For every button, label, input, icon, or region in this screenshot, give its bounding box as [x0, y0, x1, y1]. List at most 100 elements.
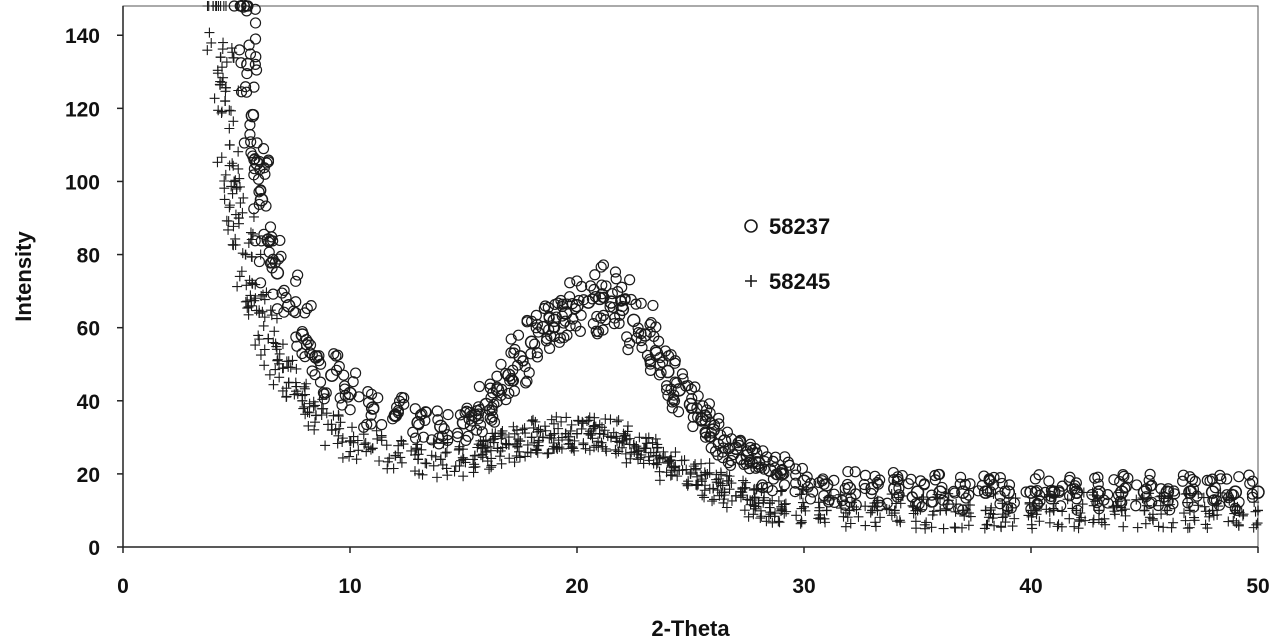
data-point-58245: [420, 458, 431, 469]
data-point-58237: [573, 294, 585, 307]
data-point-58237: [697, 400, 709, 412]
data-point-58245: [588, 421, 599, 432]
data-point-58237: [365, 409, 377, 421]
data-point-58245: [851, 504, 862, 515]
data-point-58237: [1177, 469, 1190, 481]
data-point-58245: [381, 440, 392, 451]
data-point-58245: [943, 488, 954, 499]
data-point-58245: [376, 432, 387, 443]
data-point-58237: [484, 412, 496, 424]
data-point-58245: [580, 443, 591, 454]
data-point-58245: [347, 422, 358, 433]
data-point-58245: [988, 488, 999, 499]
data-point-58245: [526, 432, 537, 443]
x-tick-label: 20: [565, 575, 588, 598]
data-point-58245: [292, 388, 303, 399]
data-point-58245: [651, 459, 662, 470]
data-point-58245: [594, 419, 605, 430]
data-point-58237: [254, 277, 267, 289]
data-point-58245: [259, 294, 270, 305]
data-point-58245: [743, 511, 754, 522]
data-point-58245: [321, 408, 332, 419]
data-point-58245: [797, 497, 808, 508]
data-point-58237: [266, 262, 278, 274]
data-point-58237: [606, 288, 618, 300]
data-point-58245: [576, 423, 587, 434]
data-point-58237: [692, 390, 704, 402]
data-point-58245: [1156, 490, 1167, 501]
data-point-58245: [886, 510, 897, 521]
data-point-58237: [597, 259, 610, 271]
data-point-58245: [692, 471, 703, 482]
data-point-58245: [395, 452, 406, 463]
data-point-58245: [535, 426, 546, 437]
data-point-58245: [587, 433, 598, 444]
data-point-58237: [632, 322, 644, 334]
data-point-58245: [965, 511, 976, 522]
data-point-58245: [1088, 517, 1098, 528]
data-point-58245: [303, 420, 314, 431]
data-point-58245: [1092, 490, 1103, 501]
data-point-58245: [528, 422, 539, 433]
data-point-58245: [670, 461, 681, 472]
data-point-58245: [750, 503, 761, 514]
data-point-58245: [566, 419, 577, 430]
data-point-58237: [241, 67, 253, 80]
data-point-58245: [697, 490, 708, 501]
data-point-58245: [611, 431, 622, 442]
data-point-58245: [257, 306, 268, 317]
data-point-58237: [1003, 479, 1016, 491]
data-point-58237: [309, 369, 321, 381]
data-point-58237: [722, 457, 734, 469]
data-point-58245: [384, 453, 395, 464]
data-point-58237: [972, 485, 984, 497]
data-point-58245: [598, 429, 609, 440]
data-point-58237: [442, 408, 454, 421]
data-point-58237: [1215, 473, 1227, 485]
data-point-58245: [345, 436, 356, 447]
data-point-58245: [212, 157, 223, 168]
data-point-58237: [517, 355, 529, 367]
data-point-58245: [1007, 521, 1018, 532]
data-point-58245: [237, 248, 248, 259]
data-point-58245: [895, 498, 906, 509]
data-point-58245: [330, 424, 341, 435]
data-point-58245: [238, 192, 249, 203]
data-point-58245: [553, 423, 564, 434]
data-point-58245: [1010, 493, 1021, 504]
data-point-58237: [543, 310, 555, 323]
x-tick-label: 50: [1246, 575, 1269, 598]
data-point-58245: [959, 510, 970, 521]
data-point-58237: [473, 380, 485, 393]
data-point-58237: [592, 326, 605, 338]
data-point-58245: [529, 437, 540, 448]
data-point-58237: [1033, 469, 1045, 481]
data-point-58237: [306, 365, 318, 377]
data-point-58245: [814, 502, 825, 513]
data-point-58245: [1071, 505, 1082, 516]
data-point-58237: [376, 419, 388, 431]
data-point-58237: [996, 477, 1008, 490]
data-point-58245: [796, 503, 807, 514]
data-point-58237: [249, 153, 261, 165]
data-point-58245: [951, 499, 962, 510]
data-point-58237: [290, 307, 302, 319]
data-point-58245: [504, 453, 515, 464]
data-point-58245: [773, 516, 784, 527]
data-point-58245: [232, 281, 243, 292]
data-point-58245: [764, 502, 775, 513]
data-point-58245: [872, 505, 883, 516]
data-point-58237: [495, 389, 507, 402]
data-point-58245: [702, 469, 713, 480]
data-point-58245: [910, 516, 921, 527]
data-point-58245: [907, 500, 918, 511]
data-point-58237: [703, 398, 715, 410]
data-point-58245: [781, 506, 792, 517]
data-point-58245: [1009, 513, 1020, 524]
data-point-58245: [367, 443, 378, 454]
data-point-58245: [441, 447, 452, 458]
data-point-58245: [497, 425, 508, 436]
data-point-58237: [235, 57, 247, 69]
data-point-58245: [237, 207, 248, 218]
data-point-58245: [457, 452, 468, 463]
